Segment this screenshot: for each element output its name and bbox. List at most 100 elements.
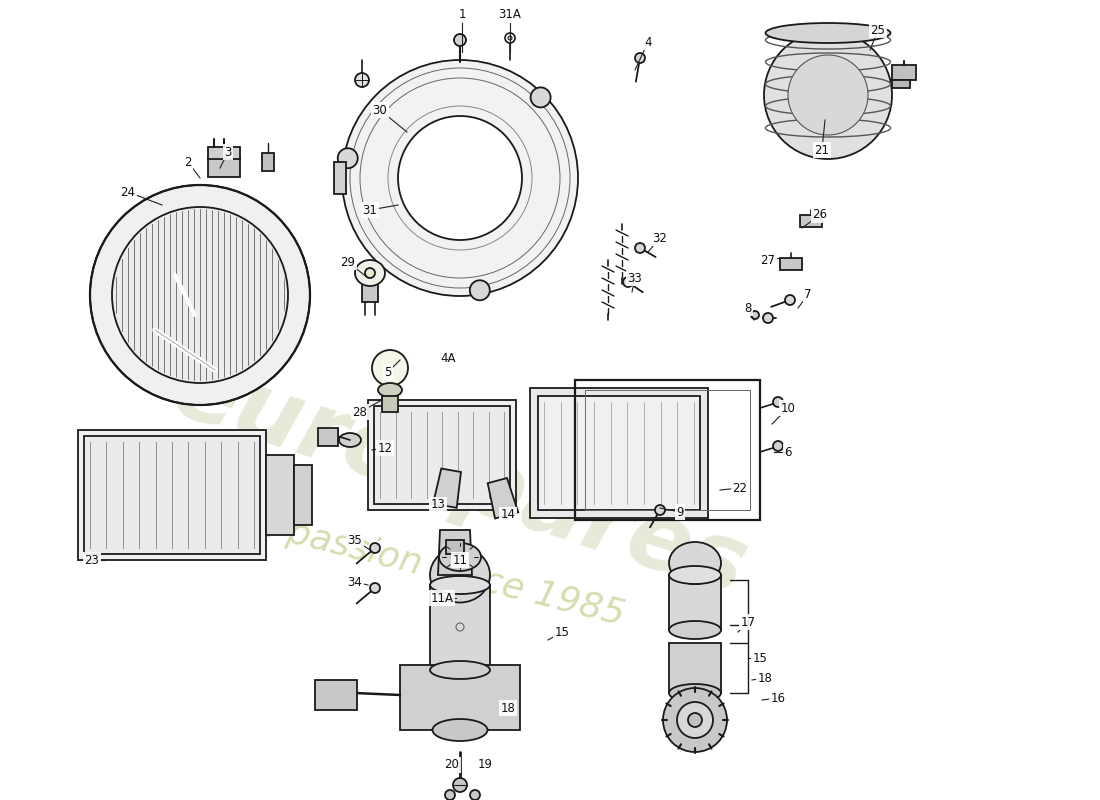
Bar: [266, 455, 294, 535]
Circle shape: [654, 505, 666, 515]
Bar: [294, 465, 312, 525]
Bar: [334, 162, 346, 194]
Bar: [208, 157, 240, 177]
Ellipse shape: [235, 215, 275, 375]
Text: eurospares: eurospares: [162, 344, 758, 616]
Circle shape: [688, 713, 702, 727]
Ellipse shape: [669, 566, 720, 584]
Text: 14: 14: [500, 509, 516, 522]
Ellipse shape: [669, 621, 720, 639]
Text: 2: 2: [185, 155, 191, 169]
Bar: [368, 400, 516, 510]
Circle shape: [785, 295, 795, 305]
Bar: [669, 575, 720, 630]
Text: 4: 4: [645, 35, 651, 49]
Text: 5: 5: [384, 366, 392, 378]
Circle shape: [90, 185, 310, 405]
Circle shape: [635, 243, 645, 253]
Text: 20: 20: [444, 758, 460, 771]
Text: 25: 25: [870, 23, 886, 37]
Text: 23: 23: [85, 554, 99, 566]
Text: 19: 19: [477, 758, 493, 771]
Circle shape: [338, 148, 358, 168]
Text: 33: 33: [628, 271, 642, 285]
Bar: [362, 280, 378, 302]
Bar: [374, 406, 510, 504]
Text: 28: 28: [353, 406, 367, 418]
Bar: [892, 80, 910, 88]
Bar: [669, 643, 720, 693]
Text: 18: 18: [500, 702, 516, 714]
Ellipse shape: [669, 542, 720, 584]
Bar: [262, 153, 274, 171]
Circle shape: [112, 207, 288, 383]
Text: 10: 10: [781, 402, 795, 414]
Circle shape: [635, 53, 645, 63]
Bar: [430, 585, 490, 670]
Text: 24: 24: [121, 186, 135, 198]
Text: 18: 18: [758, 671, 772, 685]
Ellipse shape: [766, 23, 891, 43]
Bar: [84, 436, 260, 554]
Bar: [800, 215, 822, 227]
Ellipse shape: [378, 383, 402, 397]
Bar: [892, 65, 916, 80]
Text: 8: 8: [745, 302, 751, 314]
Text: 1: 1: [459, 9, 465, 22]
Circle shape: [370, 543, 379, 553]
Circle shape: [623, 277, 632, 287]
Ellipse shape: [355, 260, 385, 286]
Circle shape: [751, 311, 759, 319]
Text: 22: 22: [733, 482, 748, 494]
Circle shape: [773, 441, 783, 451]
Text: 15: 15: [752, 651, 768, 665]
Text: 4A: 4A: [440, 351, 455, 365]
Bar: [446, 540, 464, 554]
Text: 17: 17: [740, 615, 756, 629]
Text: 13: 13: [430, 498, 446, 511]
Text: a passion since 1985: a passion since 1985: [252, 507, 628, 633]
Circle shape: [372, 350, 408, 386]
Bar: [575, 380, 760, 520]
Text: 9: 9: [676, 506, 684, 518]
Circle shape: [764, 31, 892, 159]
Bar: [78, 430, 266, 560]
Circle shape: [530, 87, 551, 107]
Text: 11: 11: [452, 554, 468, 566]
Bar: [382, 396, 398, 412]
Circle shape: [773, 397, 783, 407]
Text: 11A: 11A: [430, 591, 453, 605]
Text: 34: 34: [348, 575, 362, 589]
Circle shape: [508, 36, 512, 40]
Ellipse shape: [669, 684, 720, 702]
Text: 16: 16: [770, 691, 785, 705]
Text: 7: 7: [804, 289, 812, 302]
Polygon shape: [438, 530, 472, 575]
Ellipse shape: [439, 543, 481, 571]
Bar: [400, 665, 520, 730]
Bar: [585, 390, 750, 510]
Text: 27: 27: [760, 254, 775, 266]
Ellipse shape: [430, 576, 490, 594]
Bar: [538, 396, 700, 510]
Text: 15: 15: [554, 626, 570, 638]
Ellipse shape: [339, 433, 361, 447]
Bar: [208, 147, 240, 159]
Ellipse shape: [430, 547, 490, 602]
Text: 32: 32: [652, 231, 668, 245]
Circle shape: [370, 583, 379, 593]
Ellipse shape: [430, 661, 490, 679]
Text: 21: 21: [814, 143, 829, 157]
Text: 6: 6: [784, 446, 792, 458]
Bar: [318, 428, 338, 446]
Text: 3: 3: [224, 146, 232, 158]
Circle shape: [398, 116, 522, 240]
Circle shape: [763, 313, 773, 323]
Circle shape: [470, 280, 490, 300]
Text: 12: 12: [377, 442, 393, 454]
Text: 26: 26: [813, 209, 827, 222]
Circle shape: [663, 688, 727, 752]
Text: 35: 35: [348, 534, 362, 546]
Circle shape: [454, 34, 466, 46]
Text: 29: 29: [341, 255, 355, 269]
